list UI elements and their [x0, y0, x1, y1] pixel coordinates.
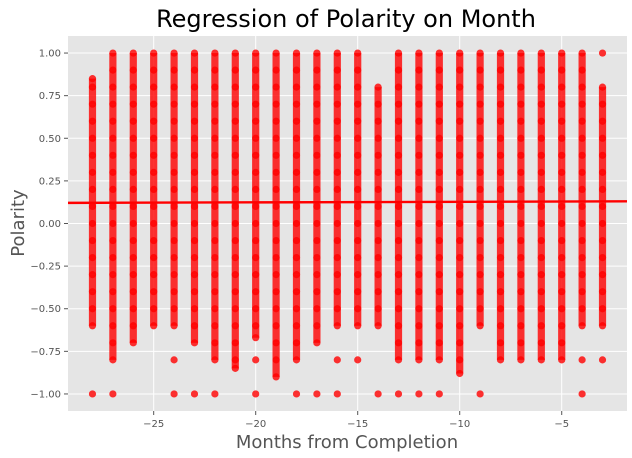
- y-tick-label: 1.00: [39, 49, 61, 60]
- data-point: [578, 390, 586, 398]
- data-point: [170, 49, 178, 57]
- y-axis-ticks: −1.00 −0.75 −0.50 −0.25 0.00 0.25 0.50 0.75 1.00: [30, 49, 68, 400]
- data-point: [88, 75, 97, 83]
- data-point: [578, 49, 586, 57]
- data-point: [129, 49, 137, 57]
- data-point: [435, 390, 443, 398]
- y-tick-label: 0.75: [39, 91, 61, 102]
- data-point: [598, 49, 607, 57]
- data-point: [456, 49, 464, 57]
- data-point: [435, 49, 443, 57]
- data-point: [252, 356, 260, 364]
- x-tick-label: −15: [347, 419, 368, 430]
- data-point: [292, 390, 301, 398]
- data-point: [394, 390, 403, 398]
- y-tick-label: −0.25: [30, 262, 61, 273]
- data-point: [313, 49, 321, 57]
- data-point: [252, 390, 260, 398]
- x-tick-label: −25: [143, 419, 164, 430]
- data-point: [476, 390, 484, 398]
- x-tick-label: −10: [449, 419, 470, 430]
- chart-title: Regression of Polarity on Month: [156, 5, 536, 33]
- data-point: [272, 49, 280, 57]
- x-tick-label: −5: [554, 419, 569, 430]
- x-axis-ticks: −25 −20 −15 −10 −5: [143, 411, 569, 430]
- data-point: [211, 390, 219, 398]
- y-axis-label: Polarity: [8, 189, 29, 257]
- data-point: [598, 83, 607, 91]
- data-point: [170, 390, 178, 398]
- data-point: [252, 49, 260, 57]
- data-point: [231, 49, 239, 57]
- y-tick-label: −1.00: [30, 389, 61, 400]
- data-point: [394, 49, 403, 57]
- data-point: [333, 49, 341, 57]
- data-point: [292, 49, 301, 57]
- y-tick-label: 0.50: [39, 134, 61, 145]
- y-tick-label: 0.25: [39, 176, 61, 187]
- data-point: [333, 390, 341, 398]
- data-point: [537, 49, 545, 57]
- regression-line-group: [67, 200, 628, 205]
- data-point: [109, 49, 117, 57]
- data-point: [354, 356, 362, 364]
- data-point: [190, 49, 199, 57]
- data-point: [88, 390, 97, 398]
- data-point: [150, 49, 158, 57]
- data-point: [598, 356, 607, 364]
- data-point: [558, 49, 566, 57]
- data-points: [88, 49, 607, 398]
- x-tick-label: −20: [245, 419, 266, 430]
- data-point: [211, 49, 219, 57]
- data-point: [170, 356, 178, 364]
- y-tick-label: −0.50: [30, 304, 61, 315]
- data-point: [517, 49, 525, 57]
- y-tick-label: −0.75: [30, 347, 61, 358]
- data-point: [374, 390, 382, 398]
- y-tick-label: 0.00: [39, 219, 61, 230]
- data-point: [374, 83, 382, 91]
- x-axis-label: Months from Completion: [236, 432, 458, 453]
- regression-line: [67, 200, 628, 205]
- data-point: [476, 49, 484, 57]
- data-point: [313, 390, 321, 398]
- data-point: [109, 390, 117, 398]
- data-point: [578, 356, 586, 364]
- data-point: [415, 49, 423, 57]
- data-point: [496, 49, 505, 57]
- data-point: [190, 390, 199, 398]
- data-point: [354, 49, 362, 57]
- data-point: [333, 356, 341, 364]
- data-point: [415, 390, 423, 398]
